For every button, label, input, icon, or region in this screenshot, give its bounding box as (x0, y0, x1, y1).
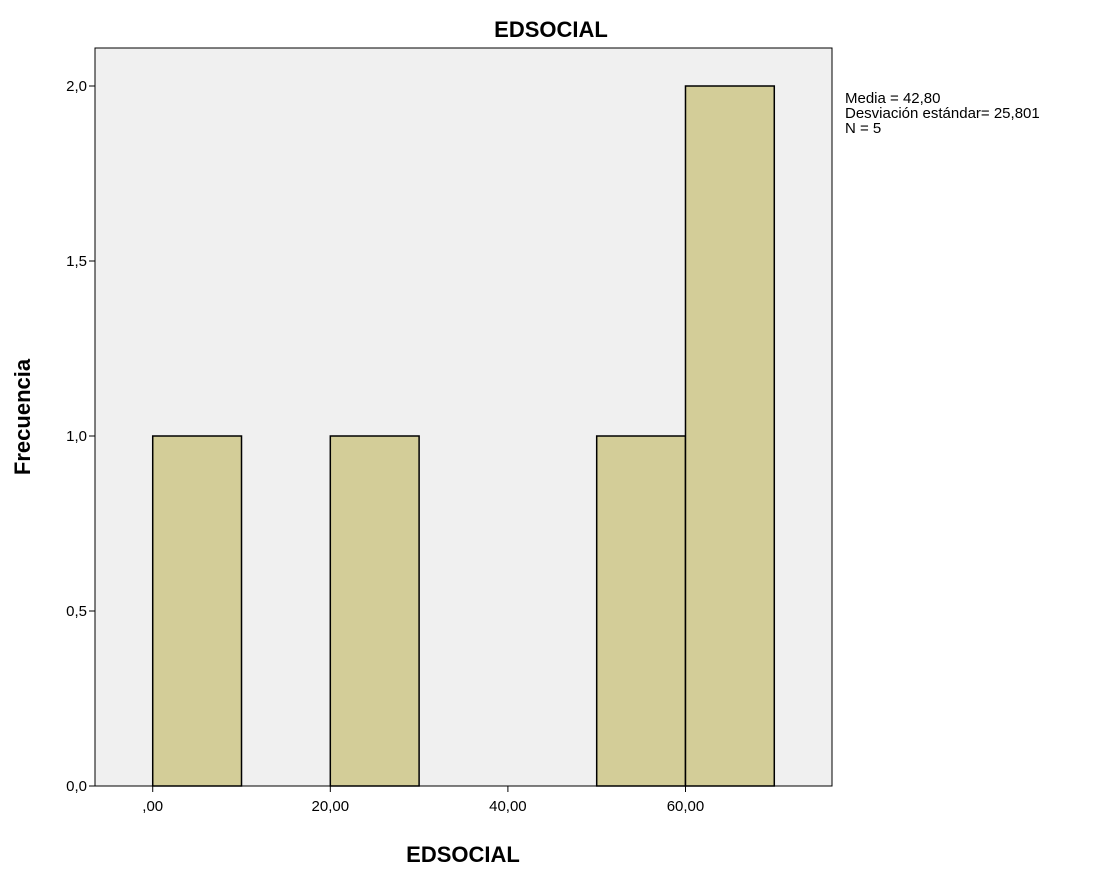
x-tick-label: 20,00 (312, 798, 350, 815)
x-tick-label: ,00 (142, 798, 163, 815)
y-tick-label: 0,0 (66, 778, 87, 795)
stats-line: Desviación estándar= 25,801 (845, 105, 1040, 122)
chart-title: EDSOCIAL (494, 17, 608, 42)
x-axis: ,00 20,00 40,00 60,00 (142, 786, 704, 815)
stats-line: Media = 42,80 (845, 90, 941, 107)
y-tick-label: 0,5 (66, 603, 87, 620)
histogram-bar (595, 435, 687, 787)
bars-group (151, 85, 776, 787)
y-axis: 0,0 0,5 1,0 1,5 2,0 (66, 78, 95, 795)
y-tick-label: 2,0 (66, 78, 87, 95)
histogram-bar (151, 435, 243, 787)
y-tick-label: 1,5 (66, 253, 87, 270)
y-axis-label: Frecuencia (10, 358, 35, 475)
stats-line: N = 5 (845, 120, 881, 137)
y-tick-label: 1,0 (66, 428, 87, 445)
x-axis-label: EDSOCIAL (406, 842, 520, 867)
histogram-bar (684, 85, 776, 787)
x-tick-label: 40,00 (489, 798, 527, 815)
x-tick-label: 60,00 (667, 798, 705, 815)
histogram-bar (329, 435, 420, 787)
